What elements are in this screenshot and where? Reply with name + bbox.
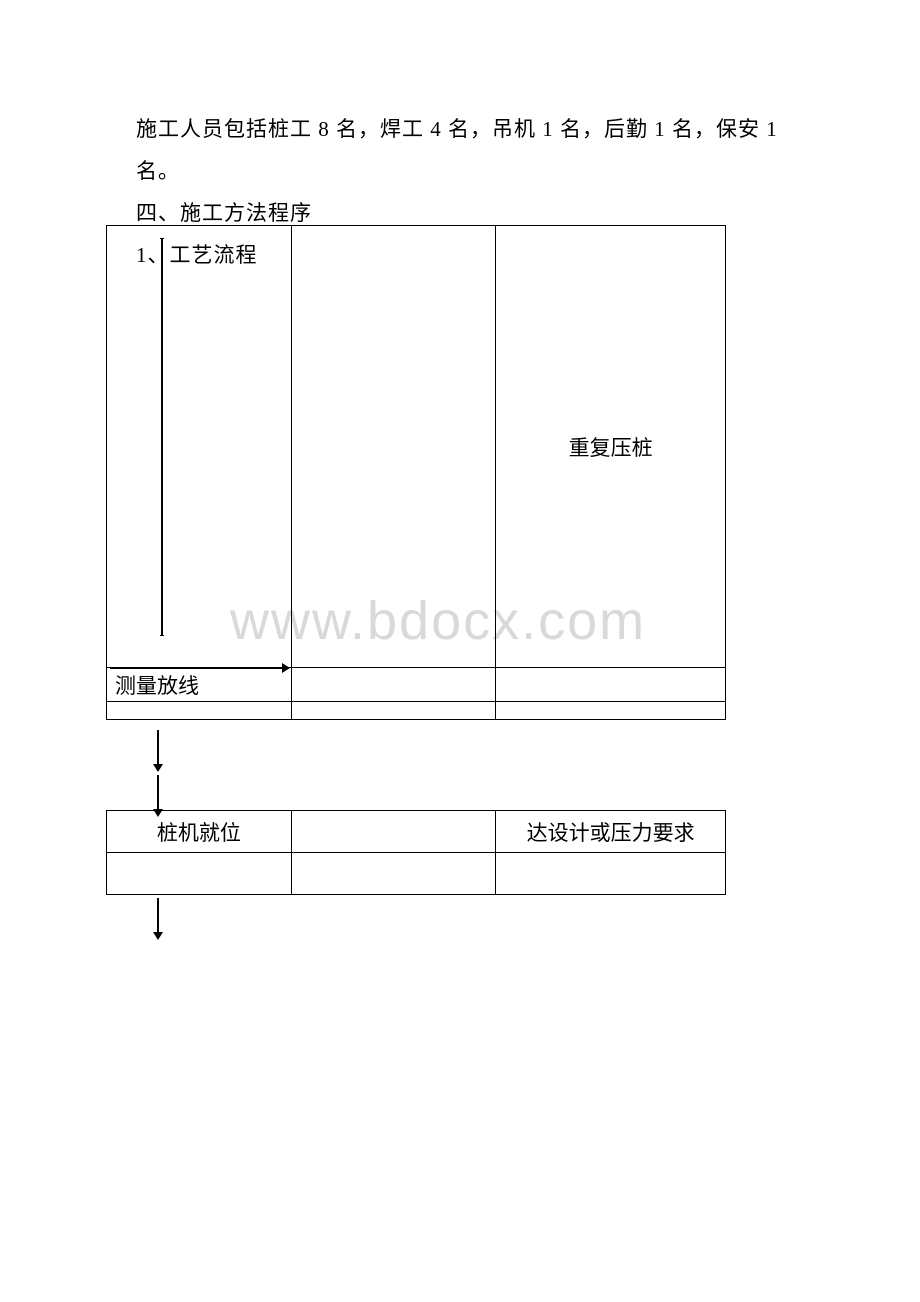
cell-label: 达设计或压力要求: [527, 821, 695, 845]
cell-label: 重复压桩: [569, 436, 653, 460]
table-cell: 桩机就位: [107, 811, 292, 853]
table-row: [107, 853, 726, 895]
table-cell: [107, 853, 292, 895]
paragraph-1: 施工人员包括桩工 8 名，焊工 4 名，吊机 1 名，后勤 1 名，保安 1 名…: [136, 108, 816, 192]
right-arrow-icon: [110, 660, 290, 676]
table-cell: [496, 702, 726, 720]
down-arrow-icon: [150, 775, 166, 817]
flowchart-table-1: 重复压桩 测量放线: [106, 225, 726, 720]
flowchart-table-2: 桩机就位 达设计或压力要求: [106, 810, 726, 895]
table-row: [107, 702, 726, 720]
table-cell: [496, 853, 726, 895]
table-cell: [291, 702, 496, 720]
down-arrow-icon: [150, 898, 166, 940]
table-cell: [291, 853, 496, 895]
table-cell: 达设计或压力要求: [496, 811, 726, 853]
table-cell: [107, 702, 292, 720]
table-cell: [496, 668, 726, 702]
table-cell: [291, 668, 496, 702]
table-cell: [291, 811, 496, 853]
table-cell: [291, 226, 496, 668]
table-cell: 重复压桩: [496, 226, 726, 668]
cell-label: 测量放线: [115, 674, 199, 698]
table-cell: [107, 226, 292, 668]
down-arrow-icon: [150, 730, 166, 772]
table-row: 重复压桩: [107, 226, 726, 668]
table-row: 桩机就位 达设计或压力要求: [107, 811, 726, 853]
cell-label: 桩机就位: [157, 821, 241, 845]
vertical-line-icon: [160, 238, 166, 636]
